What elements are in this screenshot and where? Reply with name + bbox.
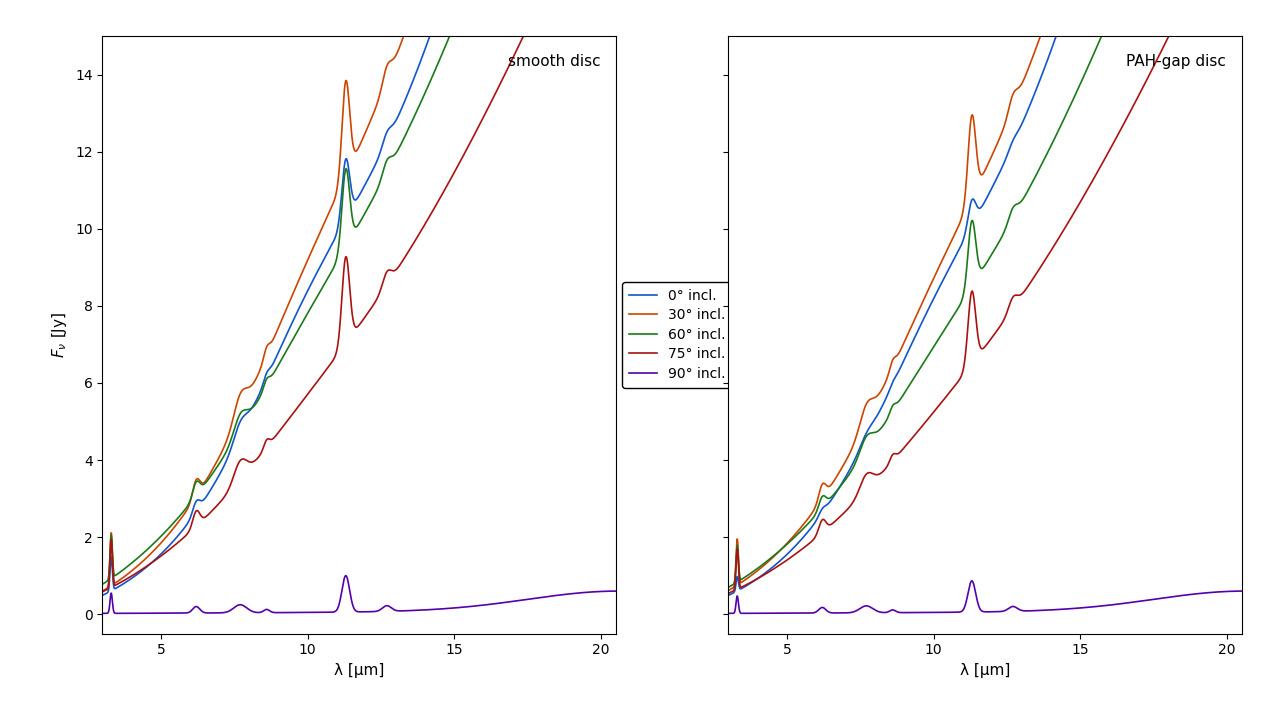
Legend: 0° incl., 30° incl., 60° incl., 75° incl., 90° incl.: 0° incl., 30° incl., 60° incl., 75° incl… (622, 282, 732, 388)
Line: 0° incl.: 0° incl. (102, 0, 616, 595)
30° incl. (154, 539, 169, 547)
90° incl. (292, 608, 307, 617)
0° incl. (314, 260, 329, 269)
90° incl. (608, 587, 623, 595)
90° incl. (543, 592, 558, 600)
60° incl. (184, 492, 200, 501)
90° incl. (95, 609, 110, 618)
60° incl. (154, 532, 169, 541)
90° incl. (314, 608, 329, 616)
0° incl. (95, 591, 110, 600)
30° incl. (184, 493, 200, 502)
X-axis label: λ [μm]: λ [μm] (334, 663, 384, 678)
60° incl. (95, 580, 110, 589)
75° incl. (184, 521, 200, 529)
90° incl. (184, 606, 200, 615)
Line: 90° incl.: 90° incl. (102, 575, 616, 613)
30° incl. (292, 275, 307, 284)
Y-axis label: $F_\nu$ [Jy]: $F_\nu$ [Jy] (50, 312, 69, 358)
75° incl. (154, 552, 169, 560)
Line: 30° incl.: 30° incl. (102, 0, 616, 591)
0° incl. (184, 510, 200, 519)
75° incl. (314, 372, 329, 380)
Line: 75° incl.: 75° incl. (102, 0, 616, 592)
90° incl. (338, 571, 353, 580)
0° incl. (154, 550, 169, 559)
Text: PAH-gap disc: PAH-gap disc (1126, 54, 1226, 69)
X-axis label: λ [μm]: λ [μm] (960, 663, 1010, 678)
0° incl. (292, 304, 307, 312)
60° incl. (314, 285, 329, 294)
30° incl. (95, 587, 110, 595)
75° incl. (95, 588, 110, 596)
90° incl. (598, 587, 613, 595)
Text: smooth disc: smooth disc (508, 54, 600, 69)
60° incl. (292, 324, 307, 333)
75° incl. (292, 401, 307, 410)
30° incl. (314, 225, 329, 234)
Line: 60° incl.: 60° incl. (102, 0, 616, 585)
90° incl. (154, 609, 169, 618)
